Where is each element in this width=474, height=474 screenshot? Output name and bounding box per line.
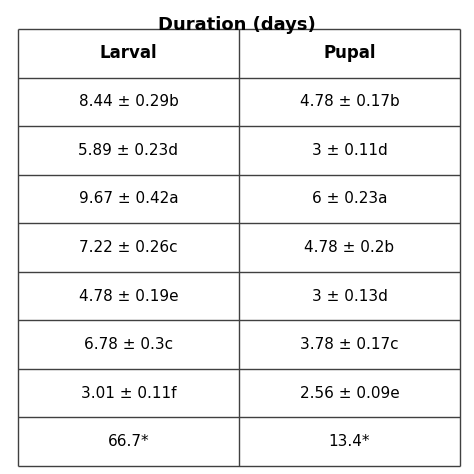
Text: 5.89 ± 0.23d: 5.89 ± 0.23d (79, 143, 179, 158)
Text: 7.22 ± 0.26c: 7.22 ± 0.26c (79, 240, 178, 255)
Text: 8.44 ± 0.29b: 8.44 ± 0.29b (79, 94, 178, 109)
Text: 3 ± 0.13d: 3 ± 0.13d (311, 289, 387, 303)
Text: 6.78 ± 0.3c: 6.78 ± 0.3c (84, 337, 173, 352)
Text: 3.01 ± 0.11f: 3.01 ± 0.11f (81, 386, 176, 401)
Text: 3 ± 0.11d: 3 ± 0.11d (311, 143, 387, 158)
Text: 2.56 ± 0.09e: 2.56 ± 0.09e (300, 386, 400, 401)
Text: 4.78 ± 0.17b: 4.78 ± 0.17b (300, 94, 400, 109)
Text: 13.4*: 13.4* (329, 434, 370, 449)
Text: 4.78 ± 0.2b: 4.78 ± 0.2b (304, 240, 394, 255)
Text: 6 ± 0.23a: 6 ± 0.23a (312, 191, 387, 207)
Text: Duration (days): Duration (days) (158, 16, 316, 34)
Text: 4.78 ± 0.19e: 4.78 ± 0.19e (79, 289, 178, 303)
Text: 66.7*: 66.7* (108, 434, 149, 449)
Text: 9.67 ± 0.42a: 9.67 ± 0.42a (79, 191, 178, 207)
Text: Larval: Larval (100, 44, 157, 62)
Text: 3.78 ± 0.17c: 3.78 ± 0.17c (300, 337, 399, 352)
Text: Pupal: Pupal (323, 44, 376, 62)
